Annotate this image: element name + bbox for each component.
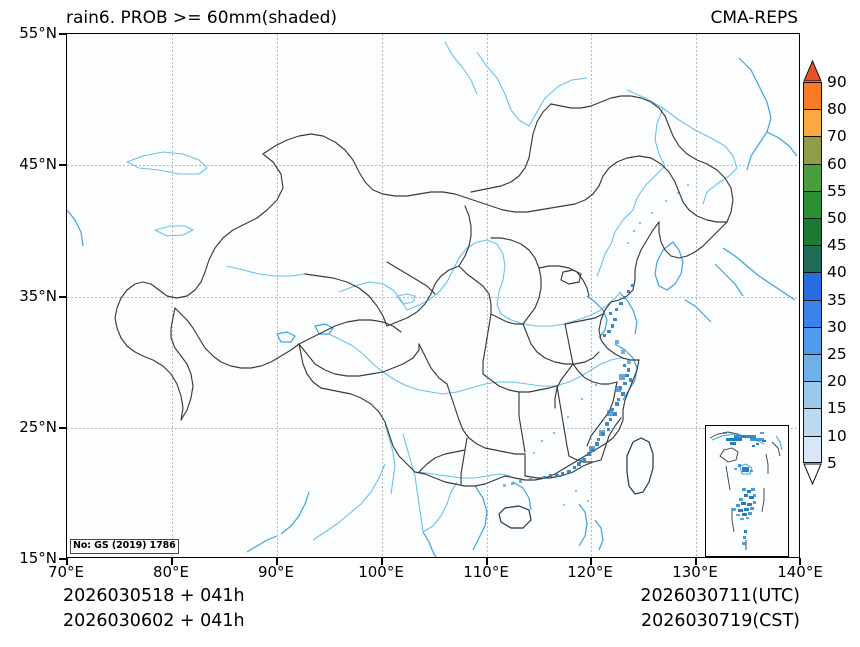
page-title: rain6. PROB >= 60mm(shaded) [66, 8, 338, 28]
gridline-lon-80 [172, 34, 173, 557]
colorbar-label-10: 10 [827, 426, 847, 445]
administrative-boundaries-layer [114, 95, 734, 529]
gridline-lon-110 [487, 34, 488, 557]
colorbar-segment-40-45 [803, 245, 822, 273]
colorbar-segment-45-50 [803, 218, 822, 246]
x-tick-label-100: 100°E [358, 563, 404, 581]
colorbar-label-5: 5 [827, 453, 837, 472]
y-tick-mark [59, 427, 67, 429]
colorbar-label-25: 25 [827, 345, 847, 363]
colorbar-segment-70-80 [803, 109, 822, 137]
x-tick-label-120: 120°E [567, 563, 613, 581]
colorbar-label-35: 35 [827, 290, 847, 309]
colorbar-label-45: 45 [827, 236, 847, 255]
colorbar-segment-20-25 [803, 354, 822, 382]
colorbar-under-arrow [803, 463, 822, 485]
y-tick-label-15: 15°N [19, 549, 57, 567]
colorbar-over-arrow [803, 60, 822, 82]
colorbar-segment-35-40 [803, 272, 822, 300]
gridline-lon-130 [696, 34, 697, 557]
inset-boundaries [709, 431, 781, 550]
map-canvas: No: GS (2019) 1786 [67, 34, 799, 557]
map-plot-area[interactable]: No: GS (2019) 1786 [66, 33, 800, 558]
y-tick-label-45: 45°N [19, 155, 57, 173]
y-tick-mark [59, 296, 67, 298]
x-tick-label-130: 130°E [672, 563, 718, 581]
init-time-cst: 2026030602 + 041h [63, 611, 245, 631]
x-tick-mark [381, 558, 383, 565]
x-tick-mark [486, 558, 488, 565]
colorbar-segment-25-30 [803, 326, 822, 354]
gridline-lon-100 [382, 34, 383, 557]
colorbar-segment-50-55 [803, 190, 822, 218]
gridline-lon-90 [277, 34, 278, 557]
x-tick-label-110: 110°E [463, 563, 509, 581]
y-tick-mark [59, 558, 67, 560]
coastline-layer [67, 57, 798, 557]
footer: 2026030518 + 041h 2026030602 + 041h 2026… [0, 586, 860, 644]
colorbar-label-30: 30 [827, 317, 847, 336]
y-tick-mark [59, 164, 67, 166]
colorbar-column [803, 60, 822, 525]
x-tick-label-80: 80°E [152, 563, 190, 581]
colorbar-label-40: 40 [827, 263, 847, 282]
colorbar-segment-80-90 [803, 82, 822, 110]
colorbar-segment-5-10 [803, 435, 822, 463]
y-tick-mark [59, 33, 67, 35]
x-tick-mark [799, 558, 801, 565]
colorbar-segment-55-60 [803, 163, 822, 191]
x-tick-mark [590, 558, 592, 565]
colorbar-label-55: 55 [827, 181, 847, 200]
colorbar-label-50: 50 [827, 209, 847, 227]
gridline-lon-120 [591, 34, 592, 557]
x-tick-label-90: 90°E [257, 563, 295, 581]
x-tick-mark [66, 558, 68, 565]
colorbar-segment-15-20 [803, 381, 822, 409]
colorbar-label-20: 20 [827, 372, 847, 391]
y-tick-label-25: 25°N [19, 418, 57, 436]
colorbar-segment-30-35 [803, 299, 822, 327]
x-tick-mark [276, 558, 278, 565]
colorbar-segment-60-70 [803, 136, 822, 164]
inset-probability-shading [723, 432, 766, 545]
map-geometry [67, 41, 798, 557]
colorbar-label-80: 80 [827, 100, 847, 119]
valid-time-cst: 2026030719(CST) [640, 611, 800, 631]
colorbar[interactable]: 90 80 70 60 55 50 45 40 35 30 25 20 15 1… [803, 60, 859, 525]
y-tick-label-35: 35°N [19, 287, 57, 305]
map-credit-label: No: GS (2019) 1786 [70, 539, 179, 554]
colorbar-label-90: 90 [827, 73, 847, 91]
colorbar-label-60: 60 [827, 154, 847, 173]
valid-time-utc: 2026030711(UTC) [640, 586, 800, 606]
inset-geometry [709, 431, 783, 550]
y-tick-label-55: 55°N [19, 24, 57, 42]
x-tick-label-140: 140°E [777, 563, 823, 581]
colorbar-label-70: 70 [827, 127, 847, 146]
south-china-sea-inset [705, 425, 789, 557]
model-label: CMA-REPS [710, 8, 798, 28]
colorbar-segment-10-15 [803, 408, 822, 436]
x-tick-label-70: 70°E [47, 563, 85, 581]
x-tick-mark [695, 558, 697, 565]
x-tick-mark [171, 558, 173, 565]
gridline-lat-45 [67, 165, 799, 166]
colorbar-label-15: 15 [827, 399, 847, 418]
init-time-utc: 2026030518 + 041h [63, 586, 245, 606]
probability-shading-layer [503, 184, 689, 506]
gridline-lat-25 [67, 428, 799, 429]
